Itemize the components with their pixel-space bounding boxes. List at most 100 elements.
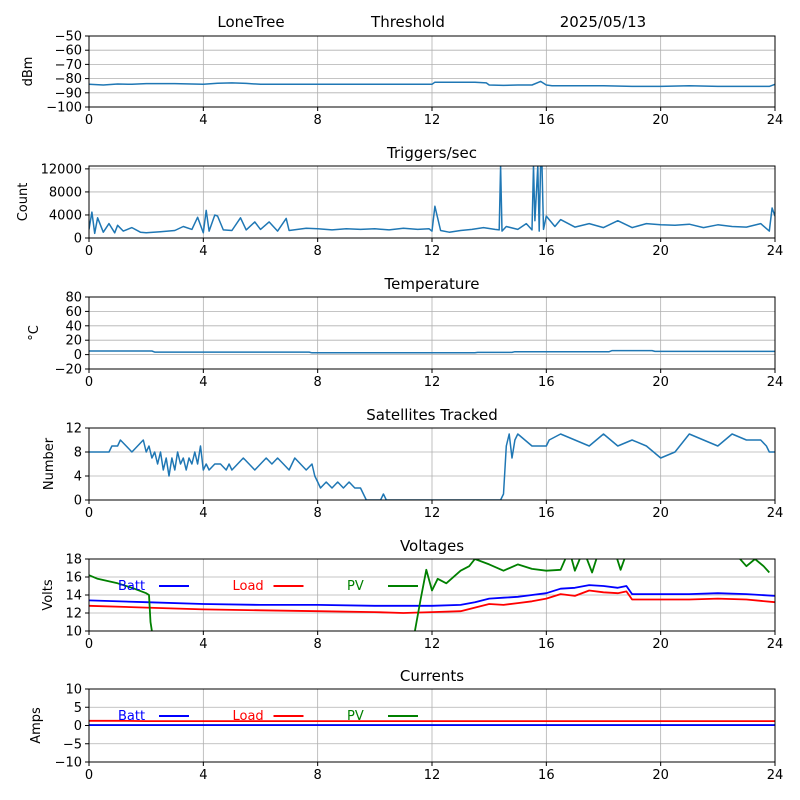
series-line-batt: [89, 584, 775, 607]
header-date: 2025/05/13: [560, 13, 646, 31]
y-tick-label: 12: [65, 607, 82, 622]
x-tick-label: 16: [538, 375, 555, 390]
y-tick-label: 60: [65, 305, 82, 320]
y-axis-label: dBm: [21, 57, 36, 87]
y-axis-label: Number: [42, 437, 57, 490]
x-tick-label: 8: [314, 244, 322, 259]
y-tick-label: 8: [74, 446, 82, 461]
x-tick-label: 20: [652, 375, 669, 390]
y-tick-label: 5: [74, 701, 82, 716]
chart-title: Satellites Tracked: [366, 406, 497, 424]
x-tick-label: 12: [424, 506, 441, 521]
y-tick-label: 12000: [41, 162, 82, 177]
x-tick-label: 12: [424, 637, 441, 652]
x-tick-label: 4: [199, 375, 207, 390]
x-tick-label: 20: [652, 244, 669, 259]
x-tick-label: 4: [199, 768, 207, 783]
chart-panel-6: 0 4 8 12 16 20 24 −10 −5 0 5 10 Currents Amps Batt Load…: [29, 667, 783, 783]
y-tick-label: −80: [55, 72, 82, 87]
y-tick-label: 4: [74, 470, 82, 485]
x-tick-label: 12: [424, 768, 441, 783]
series-line-1: [89, 80, 775, 88]
chart-title: Triggers/sec: [386, 144, 477, 162]
chart-panel-4: 0 4 8 12 16 20 24 0 4 8 12 Satellites Tracked Number: [42, 406, 783, 521]
x-tick-label: 12: [424, 375, 441, 390]
header-label: Threshold: [370, 13, 445, 31]
y-tick-label: 14: [65, 589, 82, 604]
legend-label-pv: PV: [347, 579, 364, 594]
y-axis-label: °C: [27, 325, 42, 341]
y-tick-label: 0: [74, 494, 82, 509]
series-line-pv: [89, 559, 770, 631]
y-tick-label: −70: [55, 58, 82, 73]
legend-label-batt: Batt: [118, 579, 145, 594]
y-tick-label: 80: [65, 291, 82, 306]
x-tick-label: 4: [199, 244, 207, 259]
y-tick-label: 0: [74, 348, 82, 363]
chart-title: Voltages: [400, 537, 464, 555]
legend-label-load: Load: [233, 709, 264, 724]
y-tick-label: −60: [55, 44, 82, 59]
x-tick-label: 24: [767, 375, 784, 390]
x-tick-label: 0: [85, 637, 93, 652]
x-tick-label: 24: [767, 637, 784, 652]
x-tick-label: 0: [85, 244, 93, 259]
y-tick-label: −100: [46, 101, 82, 116]
y-tick-label: −5: [63, 737, 82, 752]
y-tick-label: 12: [65, 422, 82, 437]
y-axis-label: Volts: [41, 579, 56, 611]
chart-panel-5: 0 4 8 12 16 20 24 10 12 14 16 18 Voltages Volts Batt Lo…: [41, 537, 784, 652]
x-tick-label: 16: [538, 113, 555, 128]
y-tick-label: 40: [65, 319, 82, 334]
y-tick-label: 0: [74, 232, 82, 247]
x-tick-label: 12: [424, 244, 441, 259]
x-tick-label: 20: [652, 113, 669, 128]
y-tick-label: −20: [55, 363, 82, 378]
legend-label-load: Load: [233, 579, 264, 594]
x-tick-label: 16: [538, 506, 555, 521]
x-tick-label: 12: [424, 113, 441, 128]
y-tick-label: −90: [55, 86, 82, 101]
x-tick-label: 8: [314, 768, 322, 783]
y-tick-label: 16: [65, 571, 82, 586]
x-tick-label: 20: [652, 506, 669, 521]
x-tick-label: 16: [538, 637, 555, 652]
x-tick-label: 8: [314, 375, 322, 390]
y-axis-label: Amps: [29, 707, 44, 744]
x-tick-label: 0: [85, 506, 93, 521]
x-tick-label: 0: [85, 113, 93, 128]
y-tick-label: 10: [65, 683, 82, 698]
x-tick-label: 24: [767, 768, 784, 783]
y-tick-label: 18: [65, 553, 82, 568]
y-tick-label: 8000: [49, 185, 82, 200]
x-tick-label: 4: [199, 506, 207, 521]
y-tick-label: −10: [55, 756, 82, 771]
x-tick-label: 4: [199, 637, 207, 652]
x-tick-label: 16: [538, 244, 555, 259]
header-site: LoneTree: [217, 13, 284, 31]
y-tick-label: 0: [74, 719, 82, 734]
chart-panel-1: 0 4 8 12 16 20 24 −50−60−70−80−90−100 dBm: [21, 30, 783, 129]
x-tick-label: 8: [314, 113, 322, 128]
y-tick-label: 4000: [49, 208, 82, 223]
series-line-1: [89, 433, 775, 500]
chart-panel-2: 0 4 8 12 16 20 24 0 4000 8000 12000 Triggers/sec Cou…: [16, 144, 783, 259]
y-axis-label: Count: [16, 183, 31, 222]
legend-label-pv: PV: [347, 709, 364, 724]
x-tick-label: 0: [85, 375, 93, 390]
x-tick-label: 0: [85, 768, 93, 783]
x-tick-label: 16: [538, 768, 555, 783]
x-tick-label: 24: [767, 506, 784, 521]
chart-title: Temperature: [383, 275, 479, 293]
series-line-load: [89, 589, 775, 614]
x-tick-label: 20: [652, 637, 669, 652]
x-tick-label: 20: [652, 768, 669, 783]
x-tick-label: 4: [199, 113, 207, 128]
x-tick-label: 24: [767, 113, 784, 128]
y-tick-label: 20: [65, 334, 82, 349]
legend-label-batt: Batt: [118, 709, 145, 724]
x-tick-label: 24: [767, 244, 784, 259]
